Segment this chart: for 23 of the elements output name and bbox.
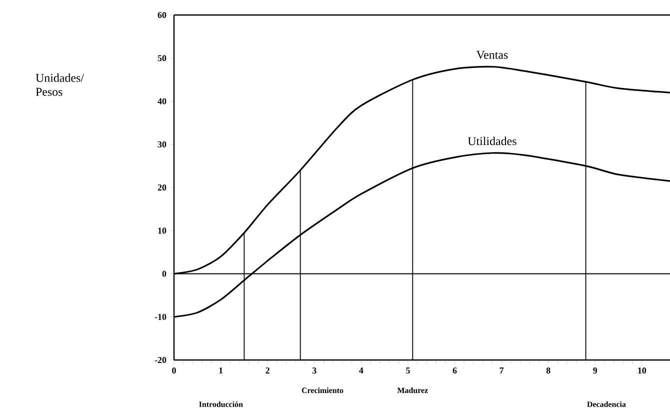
y-tick-label: 10 bbox=[158, 228, 166, 234]
x-tick-label: 0 bbox=[172, 368, 176, 374]
x-tick-label: 5 bbox=[406, 368, 410, 374]
x-tick-label: 10 bbox=[638, 368, 646, 374]
x-tick-label: 9 bbox=[593, 368, 598, 374]
x-tick-label: 1 bbox=[219, 368, 223, 374]
x-tick-label: 7 bbox=[500, 368, 504, 374]
y-tick-label: 20 bbox=[158, 184, 166, 191]
x-tick-label: 4 bbox=[359, 368, 364, 374]
x-tick-label: 3 bbox=[312, 368, 316, 374]
y-tick-label: 0 bbox=[162, 270, 166, 277]
series-label: Utilidades bbox=[468, 136, 516, 146]
y-tick-label: 60 bbox=[158, 12, 166, 18]
x-tick-label: 2 bbox=[266, 368, 270, 374]
y-tick-label: 50 bbox=[158, 55, 166, 62]
x-tick-label: 6 bbox=[452, 368, 457, 374]
series-label: Ventas bbox=[476, 50, 508, 59]
y-tick-label: 30 bbox=[158, 141, 166, 148]
text: Unidades/ Pesos bbox=[36, 74, 84, 96]
y-tick-label: -10 bbox=[154, 314, 166, 320]
y-tick-label: 40 bbox=[158, 98, 166, 104]
y-tick-label: -20 bbox=[154, 356, 166, 364]
x-tick-label: 8 bbox=[546, 368, 550, 374]
